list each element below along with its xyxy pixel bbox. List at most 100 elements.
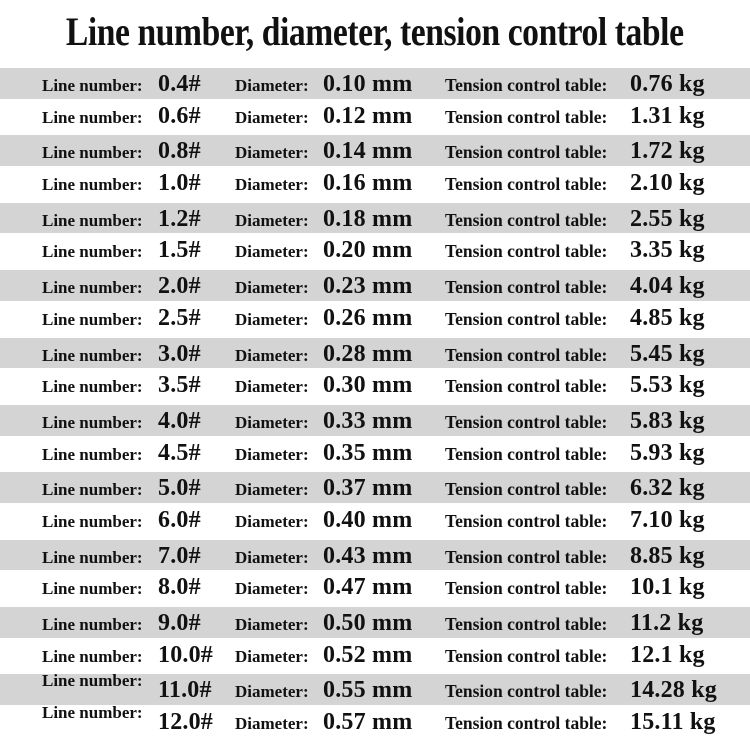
table-row: Line number: 3.5# Diameter: 0.30 mm Tens… xyxy=(0,369,750,403)
diameter-value: 0.40 mm xyxy=(323,506,413,533)
table-row: Line number: 12.0# Diameter: 0.57 mm Ten… xyxy=(0,703,750,740)
line-number-label: Line number: xyxy=(42,511,143,531)
line-number-value: 9.0# xyxy=(158,610,201,636)
line-number-value: 1.5# xyxy=(158,237,201,264)
line-number-label: Line number: xyxy=(42,143,143,163)
diameter-label: Diameter: xyxy=(235,242,309,262)
line-number-value: 5.0# xyxy=(158,475,201,502)
tension-value: 8.85 kg xyxy=(630,542,705,569)
diameter-label: Diameter: xyxy=(235,175,309,195)
tension-label: Tension control table: xyxy=(445,713,608,734)
line-number-label: Line number: xyxy=(42,547,143,567)
diameter-value: 0.30 mm xyxy=(323,372,413,399)
line-number-value: 4.0# xyxy=(158,407,201,434)
table-row: Line number: 4.5# Diameter: 0.35 mm Tens… xyxy=(0,437,750,471)
diameter-value: 0.23 mm xyxy=(323,273,413,300)
line-number-label: Line number: xyxy=(42,480,143,500)
diameter-value: 0.18 mm xyxy=(323,205,413,232)
line-number-value: 1.0# xyxy=(158,170,201,197)
table-row: Line number: 9.0# Diameter: 0.50 mm Tens… xyxy=(0,605,750,639)
diameter-label: Diameter: xyxy=(235,547,309,567)
line-number-value: 1.2# xyxy=(158,205,201,232)
line-number-value: 11.0# xyxy=(158,677,212,704)
tension-label: Tension control table: xyxy=(445,510,608,531)
diameter-label: Diameter: xyxy=(235,210,309,230)
tension-value: 2.55 kg xyxy=(630,205,705,232)
page-title: Line number, diameter, tension control t… xyxy=(66,9,684,54)
line-number-label: Line number: xyxy=(42,615,143,634)
line-number-value: 7.0# xyxy=(158,542,201,569)
diameter-label: Diameter: xyxy=(235,143,309,163)
line-number-label: Line number: xyxy=(42,278,143,298)
line-number-value: 4.5# xyxy=(158,439,201,466)
diameter-value: 0.28 mm xyxy=(323,340,413,367)
diameter-value: 0.57 mm xyxy=(323,709,413,736)
line-number-label: Line number: xyxy=(42,175,143,195)
tension-label: Tension control table: xyxy=(445,479,608,500)
table-row: Line number: 11.0# Diameter: 0.55 mm Ten… xyxy=(0,671,750,707)
diameter-value: 0.35 mm xyxy=(323,439,413,466)
diameter-value: 0.26 mm xyxy=(323,304,413,331)
diameter-label: Diameter: xyxy=(235,76,309,95)
table-row: Line number: 6.0# Diameter: 0.40 mm Tens… xyxy=(0,504,750,538)
diameter-value: 0.50 mm xyxy=(323,610,413,636)
diameter-value: 0.10 mm xyxy=(323,71,413,97)
diameter-label: Diameter: xyxy=(235,278,309,298)
diameter-value: 0.16 mm xyxy=(323,170,413,197)
tension-label: Tension control table: xyxy=(445,174,608,195)
tension-label: Tension control table: xyxy=(445,308,608,329)
diameter-label: Diameter: xyxy=(235,412,309,432)
diameter-value: 0.37 mm xyxy=(323,475,413,502)
table-row: Line number: 4.0# Diameter: 0.33 mm Tens… xyxy=(0,402,750,437)
tension-label: Tension control table: xyxy=(445,75,608,95)
tension-value: 0.76 kg xyxy=(630,71,705,97)
tension-label: Tension control table: xyxy=(445,546,608,567)
tension-label: Tension control table: xyxy=(445,209,608,230)
line-number-value: 6.0# xyxy=(158,506,201,533)
table-row: Line number: 0.6# Diameter: 0.12 mm Tens… xyxy=(0,100,750,134)
line-number-value: 0.6# xyxy=(158,102,201,129)
diameter-label: Diameter: xyxy=(235,444,309,464)
line-number-label: Line number: xyxy=(42,210,143,230)
diameter-value: 0.43 mm xyxy=(323,542,413,569)
line-number-value: 12.0# xyxy=(158,709,213,736)
table-row: Line number: 5.0# Diameter: 0.37 mm Tens… xyxy=(0,470,750,504)
page-title-wrap: Line number, diameter, tension control t… xyxy=(0,0,750,66)
line-number-value: 3.0# xyxy=(158,340,201,367)
diameter-label: Diameter: xyxy=(235,682,309,702)
line-number-label: Line number: xyxy=(42,76,143,95)
tension-label: Tension control table: xyxy=(445,645,608,666)
diameter-label: Diameter: xyxy=(235,480,309,500)
tension-label: Tension control table: xyxy=(445,578,608,599)
tension-label: Tension control table: xyxy=(445,241,608,262)
tension-label: Tension control table: xyxy=(445,614,608,634)
line-number-label: Line number: xyxy=(42,412,143,432)
tension-value: 1.31 kg xyxy=(630,102,705,129)
diameter-value: 0.55 mm xyxy=(323,677,413,704)
table-row: Line number: 3.0# Diameter: 0.28 mm Tens… xyxy=(0,335,750,370)
tension-value: 14.28 kg xyxy=(630,677,717,704)
diameter-label: Diameter: xyxy=(235,714,309,734)
tension-label: Tension control table: xyxy=(445,277,608,298)
tension-value: 1.72 kg xyxy=(630,138,705,165)
table-row: Line number: 2.5# Diameter: 0.26 mm Tens… xyxy=(0,302,750,336)
table-row: Line number: 1.2# Diameter: 0.18 mm Tens… xyxy=(0,200,750,235)
table-row: Line number: 1.5# Diameter: 0.20 mm Tens… xyxy=(0,234,750,268)
tension-value: 11.2 kg xyxy=(630,610,704,636)
diameter-label: Diameter: xyxy=(235,309,309,329)
tension-label: Tension control table: xyxy=(445,681,608,702)
tension-value: 5.53 kg xyxy=(630,372,705,399)
line-number-value: 10.0# xyxy=(158,641,213,668)
table-row: Line number: 7.0# Diameter: 0.43 mm Tens… xyxy=(0,537,750,572)
diameter-label: Diameter: xyxy=(235,377,309,397)
tension-value: 6.32 kg xyxy=(630,475,705,502)
diameter-label: Diameter: xyxy=(235,615,309,634)
diameter-label: Diameter: xyxy=(235,345,309,365)
tension-value: 5.83 kg xyxy=(630,407,705,434)
table-row: Line number: 0.8# Diameter: 0.14 mm Tens… xyxy=(0,133,750,168)
line-number-value: 2.0# xyxy=(158,273,201,300)
line-number-label: Line number: xyxy=(42,309,143,329)
tension-value: 5.45 kg xyxy=(630,340,705,367)
line-number-label: Line number: xyxy=(42,444,143,464)
